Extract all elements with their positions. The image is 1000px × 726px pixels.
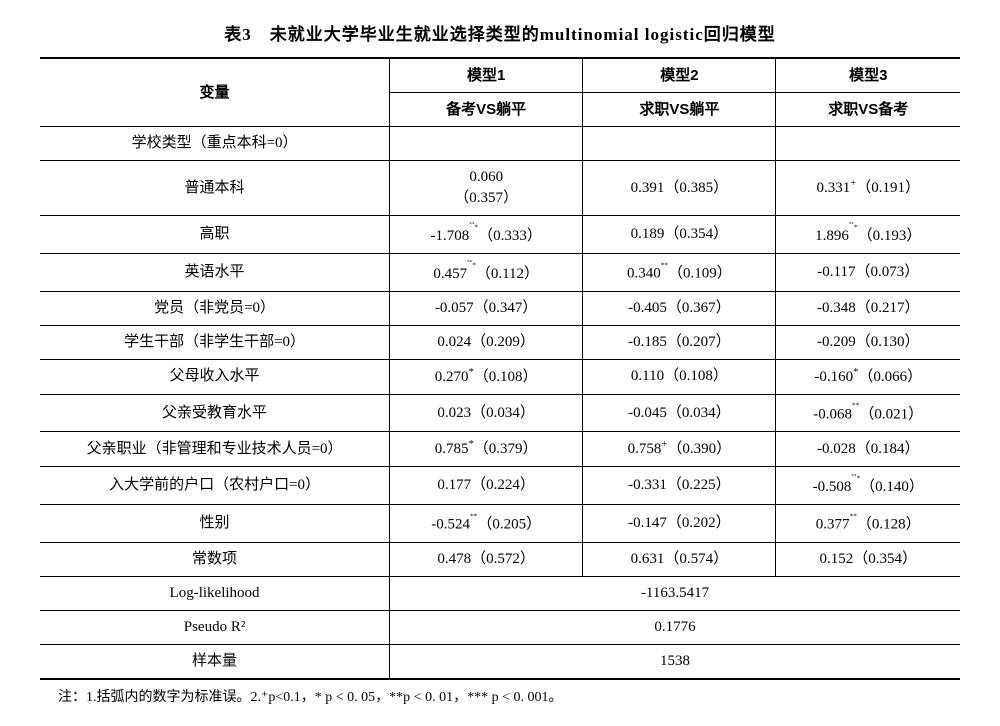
row-label: 父亲职业（非管理和专业技术人员=0） (40, 432, 390, 467)
row-label: 父母收入水平 (40, 359, 390, 394)
header-model1: 模型1 (390, 58, 583, 93)
cell-m2: 0.391（0.385） (583, 161, 776, 216)
table-row: 学校类型（重点本科=0） (40, 127, 960, 161)
cell-m1: 0.457***（0.112） (390, 253, 583, 291)
cell-m1 (390, 127, 583, 161)
cell-m3: -0.028（0.184） (776, 432, 960, 467)
cell-m1: -0.057（0.347） (390, 291, 583, 325)
cell-m1: -1.708***（0.333） (390, 216, 583, 254)
cell-m3: -0.348（0.217） (776, 291, 960, 325)
cell-m1: 0.023（0.034） (390, 394, 583, 432)
table-row: 父亲受教育水平0.023（0.034）-0.045（0.034）-0.068**… (40, 394, 960, 432)
subheader-model2: 求职VS躺平 (583, 93, 776, 127)
stat-value-r2: 0.1776 (390, 610, 960, 644)
row-label: 党员（非党员=0） (40, 291, 390, 325)
cell-m3: 0.331+（0.191） (776, 161, 960, 216)
table-row: 学生干部（非学生干部=0）0.024（0.209）-0.185（0.207）-0… (40, 325, 960, 359)
cell-m1: 0.785*（0.379） (390, 432, 583, 467)
table-row: 常数项0.478（0.572）0.631（0.574）0.152（0.354） (40, 542, 960, 576)
cell-m3: -0.160*（0.066） (776, 359, 960, 394)
table-row: 父亲职业（非管理和专业技术人员=0）0.785*（0.379）0.758+（0.… (40, 432, 960, 467)
cell-m2: 0.110（0.108） (583, 359, 776, 394)
cell-m3 (776, 127, 960, 161)
stat-value-n: 1538 (390, 644, 960, 679)
stat-label-ll: Log-likelihood (40, 576, 390, 610)
table-row: 普通本科0.060（0.357）0.391（0.385）0.331+（0.191… (40, 161, 960, 216)
cell-m1: 0.270*（0.108） (390, 359, 583, 394)
cell-m2: 0.340**（0.109） (583, 253, 776, 291)
cell-m2: -0.147（0.202） (583, 505, 776, 543)
header-model3: 模型3 (776, 58, 960, 93)
table-row: 入大学前的户口（农村户口=0）0.177（0.224）-0.331（0.225）… (40, 467, 960, 505)
row-label: 高职 (40, 216, 390, 254)
table-row: 性别-0.524**（0.205）-0.147（0.202）0.377**（0.… (40, 505, 960, 543)
stat-label-n: 样本量 (40, 644, 390, 679)
row-label: 学生干部（非学生干部=0） (40, 325, 390, 359)
row-label: 普通本科 (40, 161, 390, 216)
cell-m1: 0.060（0.357） (390, 161, 583, 216)
row-label: 常数项 (40, 542, 390, 576)
cell-m1: 0.478（0.572） (390, 542, 583, 576)
table-row: 父母收入水平0.270*（0.108）0.110（0.108）-0.160*（0… (40, 359, 960, 394)
stat-value-ll: -1163.5417 (390, 576, 960, 610)
cell-m3: -0.209（0.130） (776, 325, 960, 359)
header-model2: 模型2 (583, 58, 776, 93)
row-label: 英语水平 (40, 253, 390, 291)
cell-m2: -0.331（0.225） (583, 467, 776, 505)
cell-m2: 0.189（0.354） (583, 216, 776, 254)
cell-m2: -0.045（0.034） (583, 394, 776, 432)
cell-m3: 0.152（0.354） (776, 542, 960, 576)
table-row: 英语水平0.457***（0.112）0.340**（0.109）-0.117（… (40, 253, 960, 291)
cell-m1: -0.524**（0.205） (390, 505, 583, 543)
cell-m3: -0.117（0.073） (776, 253, 960, 291)
cell-m3: -0.068**（0.021） (776, 394, 960, 432)
cell-m1: 0.024（0.209） (390, 325, 583, 359)
cell-m3: 1.896***（0.193） (776, 216, 960, 254)
subheader-model3: 求职VS备考 (776, 93, 960, 127)
table-title: 表3 未就业大学毕业生就业选择类型的multinomial logistic回归… (40, 20, 960, 45)
cell-m3: 0.377**（0.128） (776, 505, 960, 543)
table-row: 党员（非党员=0）-0.057（0.347）-0.405（0.367）-0.34… (40, 291, 960, 325)
cell-m2: -0.405（0.367） (583, 291, 776, 325)
cell-m2: 0.758+（0.390） (583, 432, 776, 467)
cell-m1: 0.177（0.224） (390, 467, 583, 505)
row-label: 父亲受教育水平 (40, 394, 390, 432)
regression-table: 变量 模型1 模型2 模型3 备考VS躺平 求职VS躺平 求职VS备考 学校类型… (40, 57, 960, 680)
row-label: 学校类型（重点本科=0） (40, 127, 390, 161)
cell-m2: -0.185（0.207） (583, 325, 776, 359)
cell-m2: 0.631（0.574） (583, 542, 776, 576)
header-variable: 变量 (40, 58, 390, 127)
row-label: 入大学前的户口（农村户口=0） (40, 467, 390, 505)
cell-m3: -0.508***（0.140） (776, 467, 960, 505)
cell-m2 (583, 127, 776, 161)
table-note: 注：1.括弧内的数字为标准误。2.⁺p<0.1，* p < 0. 05，**p … (40, 686, 960, 706)
stat-label-r2: Pseudo R² (40, 610, 390, 644)
table-row: 高职-1.708***（0.333）0.189（0.354）1.896***（0… (40, 216, 960, 254)
subheader-model1: 备考VS躺平 (390, 93, 583, 127)
row-label: 性别 (40, 505, 390, 543)
